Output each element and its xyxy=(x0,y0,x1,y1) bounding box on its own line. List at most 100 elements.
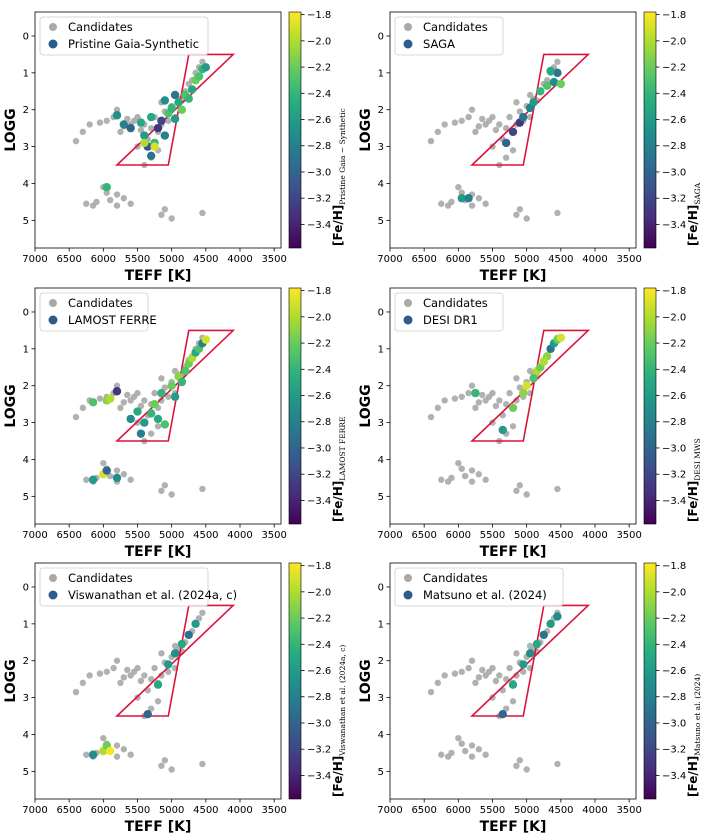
candidate-point xyxy=(468,657,476,664)
colorbar-tick-label: −2.8 xyxy=(662,141,686,152)
candidate-point xyxy=(113,382,121,389)
x-tick-label: 7000 xyxy=(22,805,47,816)
legend-marker-candidates xyxy=(49,574,57,582)
survey-point xyxy=(508,127,518,137)
x-tick-label: 6500 xyxy=(56,805,81,816)
candidate-point xyxy=(509,423,517,430)
x-tick-label: 5000 xyxy=(514,805,539,816)
survey-point xyxy=(529,98,538,107)
survey-point xyxy=(112,111,122,120)
x-tick-label: 4000 xyxy=(582,805,607,816)
candidate-point xyxy=(199,760,206,768)
colorbar-gradient xyxy=(288,562,302,800)
candidate-point xyxy=(513,762,520,770)
legend-marker-candidates xyxy=(404,574,412,582)
colorbar-tick-label: −2.6 xyxy=(307,115,331,126)
survey-point xyxy=(157,388,166,398)
legend-box xyxy=(39,16,209,56)
candidate-point xyxy=(509,698,517,705)
y-tick-label: 3 xyxy=(378,418,384,429)
candidate-point xyxy=(502,400,510,408)
candidate-point xyxy=(199,209,206,217)
candidate-point xyxy=(113,191,121,198)
colorbar-gradient xyxy=(288,287,302,525)
survey-point xyxy=(546,66,555,76)
candidate-point xyxy=(438,200,445,207)
survey-point xyxy=(126,414,135,424)
x-tick-label: 5500 xyxy=(125,530,150,541)
survey-point xyxy=(201,63,211,72)
candidate-point xyxy=(199,609,206,616)
x-tick-label: 5500 xyxy=(125,805,150,816)
candidate-point xyxy=(171,367,179,375)
candidate-point xyxy=(465,664,472,672)
candidate-point xyxy=(455,183,462,191)
panel-2: 7000 6500 6000 5500 5000 4500 4000 3500 0 1 2 3 4 5 TE… xyxy=(358,10,702,284)
candidate-point xyxy=(434,128,442,136)
panel-4: 7000 6500 6000 5500 5000 4500 4000 3500 0 1 2 3 4 5 TE… xyxy=(358,286,702,560)
candidate-point xyxy=(158,375,165,382)
selection-box xyxy=(469,53,591,166)
survey-point xyxy=(143,709,152,719)
survey-point xyxy=(177,105,187,114)
candidate-point xyxy=(117,404,124,412)
candidate-point xyxy=(438,476,445,483)
colorbar-tick-label: −2.2 xyxy=(307,339,331,350)
x-tick-label: 4500 xyxy=(193,805,218,816)
candidate-point xyxy=(165,393,172,400)
y-axis-title: LOGG xyxy=(3,659,19,702)
y-tick-label: 4 xyxy=(23,179,29,190)
candidate-point xyxy=(120,195,128,202)
y-tick-label: 0 xyxy=(378,31,384,42)
x-tick-label: 4000 xyxy=(227,805,252,816)
candidate-point xyxy=(482,476,489,483)
x-tick-label: 4500 xyxy=(193,254,218,265)
candidate-point xyxy=(72,688,80,696)
survey-point xyxy=(136,118,146,127)
candidate-point xyxy=(516,206,524,213)
candidate-point xyxy=(465,389,472,397)
legend-label: SAGA xyxy=(423,37,455,51)
x-tick-label: 5000 xyxy=(159,805,184,816)
legend-box xyxy=(39,567,209,607)
candidate-point xyxy=(441,397,448,404)
legend: Candidates Matsuno et al. (2024) xyxy=(394,567,564,607)
candidate-point xyxy=(113,753,121,760)
candidate-point xyxy=(106,472,114,480)
candidate-point xyxy=(451,119,459,126)
legend-label: Candidates xyxy=(423,571,488,585)
colorbar-tick-label: −2.2 xyxy=(307,614,331,625)
y-tick-label: 1 xyxy=(378,68,384,79)
colorbar-tick-label: −3.4 xyxy=(662,771,686,782)
candidate-point xyxy=(103,668,110,675)
colorbar-tick-label: −1.8 xyxy=(662,10,686,21)
survey-point xyxy=(160,420,170,429)
legend-label: Pristine Gaia-Synthetic xyxy=(68,37,199,51)
survey-point xyxy=(167,103,176,113)
colorbar-title-main: [Fe/H] xyxy=(331,205,345,246)
candidate-point xyxy=(502,154,510,161)
candidate-point xyxy=(502,124,510,132)
candidate-point xyxy=(468,753,476,760)
candidate-point xyxy=(79,128,87,136)
candidate-point xyxy=(147,705,155,712)
survey-point xyxy=(146,151,156,161)
y-tick-label: 1 xyxy=(23,68,29,79)
survey-point xyxy=(88,398,98,407)
candidate-point xyxy=(161,384,169,391)
colorbar-title-main: [Fe/H] xyxy=(686,756,700,797)
survey-point xyxy=(501,138,511,148)
colorbar-tick-label: −3.0 xyxy=(307,443,331,454)
x-tick-label: 3500 xyxy=(261,805,286,816)
candidate-point xyxy=(492,677,500,685)
candidate-point xyxy=(554,485,561,493)
colorbar-tick-label: −3.2 xyxy=(662,470,686,481)
survey-point xyxy=(174,98,183,107)
colorbar-tick-label: −3.0 xyxy=(307,167,331,178)
y-tick-label: 2 xyxy=(378,381,384,392)
colorbar: −1.8 −2.0 −2.2 −2.4 −2.6 −2.8 −3.0 −3.2 −3.4 [Fe/… xyxy=(643,286,702,525)
survey-point xyxy=(539,357,548,366)
colorbar-tick-label: −2.4 xyxy=(662,640,686,651)
candidate-point xyxy=(554,209,561,217)
colorbar-title-main: [Fe/H] xyxy=(331,756,345,797)
